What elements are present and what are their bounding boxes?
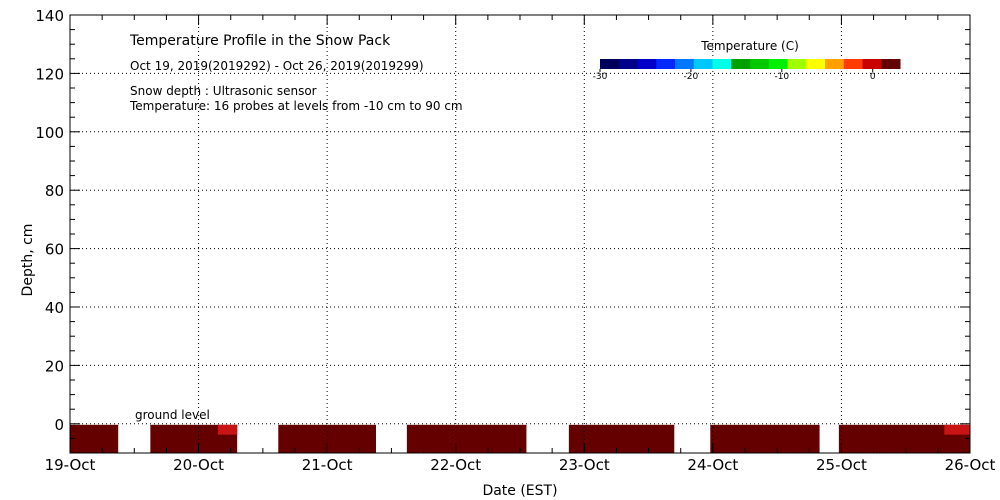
colorbar-cell [712, 59, 732, 69]
colorbar-cells [600, 59, 901, 69]
y-tick-label: 20 [45, 357, 64, 375]
y-tick-label: 120 [35, 65, 64, 83]
colorbar-tick-label: 0 [870, 72, 876, 82]
colorbar-cell [768, 59, 788, 69]
colorbar-cell [675, 59, 695, 69]
temperature-heatmap [70, 424, 970, 453]
heat-cell [406, 424, 527, 453]
colorbar-tick-label: -30 [593, 72, 608, 82]
x-tick-label: 25-Oct [816, 456, 867, 474]
x-tick-label: 22-Oct [430, 456, 481, 474]
y-tick-label: 0 [54, 416, 64, 434]
colorbar-cell [656, 59, 676, 69]
x-tick-label: 19-Oct [45, 456, 96, 474]
colorbar-cell [750, 59, 770, 69]
colorbar-cell [637, 59, 657, 69]
colorbar-title: Temperature (C) [700, 39, 799, 53]
colorbar-cell [600, 59, 620, 69]
colorbar-tick-label: -20 [684, 72, 699, 82]
x-tick-label: 23-Oct [559, 456, 610, 474]
plot-frame [69, 14, 971, 454]
ground-level-label: ground level [135, 408, 210, 422]
chart-subtitle: Oct 19, 2019(2019292) - Oct 26, 2019(201… [130, 59, 424, 73]
x-tick-label: 24-Oct [687, 456, 738, 474]
x-tick-labels: 19-Oct 20-Oct 21-Oct 22-Oct 23-Oct 24-Oct 25-O… [45, 456, 996, 474]
y-tick-label: 100 [35, 124, 64, 142]
colorbar-cell [731, 59, 751, 69]
note-snow-depth: Snow depth : Ultrasonic sensor [130, 84, 317, 98]
note-temperature: Temperature: 16 probes at levels from -1… [129, 99, 463, 113]
colorbar-cell [618, 59, 638, 69]
x-axis-label: Date (EST) [482, 483, 557, 499]
y-tick-label: 40 [45, 299, 64, 317]
colorbar-cell [825, 59, 845, 69]
heat-cell-warm [944, 424, 970, 435]
x-tick-label: 26-Oct [945, 456, 996, 474]
colorbar-cell [843, 59, 863, 69]
y-tick-label: 80 [45, 182, 64, 200]
heat-cell [710, 424, 820, 453]
colorbar-cell [806, 59, 826, 69]
colorbar-cell [787, 59, 807, 69]
y-axis-label: Depth, cm [20, 224, 36, 297]
heat-cell [568, 424, 675, 453]
x-tick-label: 21-Oct [302, 456, 353, 474]
axis-ticks [69, 14, 971, 454]
y-tick-label: 140 [35, 7, 64, 25]
colorbar-cell [881, 59, 901, 69]
colorbar-tick-labels: -30 -20 -10 0 [593, 69, 876, 82]
heat-cell-warm [217, 424, 238, 435]
heat-cell [70, 424, 119, 453]
colorbar-tick-label: -10 [774, 72, 789, 82]
colorbar-cell [693, 59, 713, 69]
y-tick-labels: 0 20 40 60 80 100 120 140 [35, 7, 64, 434]
y-tick-label: 60 [45, 241, 64, 259]
colorbar-cell [862, 59, 882, 69]
grid-lines [70, 15, 970, 453]
x-tick-label: 20-Oct [173, 456, 224, 474]
colorbar: Temperature (C) -30 -20 -10 0 [593, 39, 901, 82]
chart-title: Temperature Profile in the Snow Pack [129, 33, 391, 49]
